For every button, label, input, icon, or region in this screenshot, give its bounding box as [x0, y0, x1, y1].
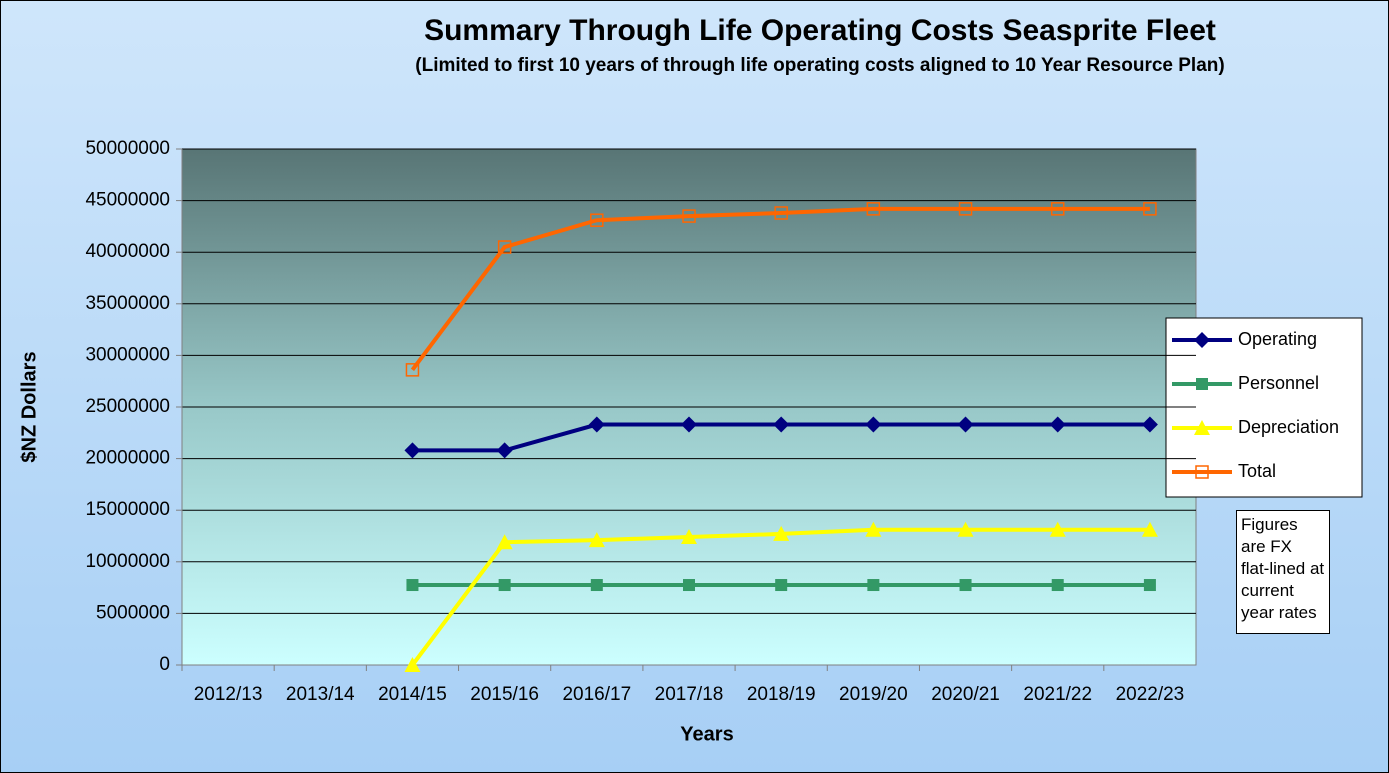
legend-label: Personnel: [1238, 373, 1319, 393]
legend-label: Operating: [1238, 329, 1317, 349]
y-tick-label: 25000000: [85, 396, 170, 417]
x-tick-label: 2021/22: [1023, 684, 1092, 705]
marker: [1049, 521, 1066, 537]
marker: [588, 416, 605, 433]
marker: [1143, 579, 1156, 592]
legend: [1165, 317, 1363, 498]
marker: [590, 213, 604, 227]
marker: [957, 416, 974, 433]
x-tick-label: 2015/16: [470, 684, 539, 705]
marker: [404, 442, 421, 459]
y-tick-label: 10000000: [85, 551, 170, 572]
chart-title: Summary Through Life Operating Costs Sea…: [424, 14, 1216, 47]
marker: [1194, 420, 1210, 435]
marker: [1196, 378, 1208, 390]
marker: [1141, 521, 1158, 537]
marker: [1195, 465, 1209, 479]
legend-label: Depreciation: [1238, 417, 1339, 437]
marker: [683, 579, 695, 592]
chart-subtitle: (Limited to first 10 years of through li…: [415, 55, 1225, 76]
marker: [498, 579, 511, 592]
x-tick-label: 2022/23: [1116, 684, 1185, 705]
y-tick-label: 45000000: [85, 190, 170, 211]
marker: [866, 202, 881, 216]
y-tick-label: 20000000: [85, 448, 170, 469]
marker: [865, 416, 882, 433]
x-tick-label: 2014/15: [378, 684, 447, 705]
marker: [405, 363, 420, 377]
series-line: [410, 206, 1150, 372]
marker: [774, 206, 788, 220]
marker: [406, 579, 419, 592]
marker: [773, 416, 790, 433]
marker: [1143, 202, 1157, 216]
marker: [1051, 579, 1064, 592]
y-tick-label: 15000000: [85, 499, 170, 520]
y-tick-label: 0: [159, 654, 170, 675]
x-tick-label: 2012/13: [194, 684, 263, 705]
marker: [867, 579, 880, 592]
marker: [681, 529, 697, 545]
y-axis-title: $NZ Dollars: [18, 351, 40, 462]
marker: [957, 521, 974, 537]
x-tick-label: 2013/14: [286, 684, 355, 705]
x-tick-label: 2016/17: [562, 684, 631, 705]
marker: [958, 202, 973, 216]
marker: [1141, 416, 1158, 433]
annotation: Figures are FX flat-lined at current yea…: [1236, 510, 1330, 634]
marker: [1050, 202, 1065, 216]
x-axis-title: Years: [680, 723, 733, 745]
marker: [682, 209, 696, 223]
y-tick-label: 50000000: [85, 138, 170, 159]
marker: [496, 534, 513, 550]
y-tick-label: 30000000: [85, 344, 170, 365]
y-tick-label: 5000000: [96, 602, 170, 623]
x-tick-label: 2020/21: [931, 684, 1000, 705]
marker: [404, 657, 421, 672]
marker: [959, 579, 972, 592]
marker: [1194, 332, 1210, 348]
marker: [590, 579, 603, 592]
marker: [775, 579, 788, 592]
marker: [865, 521, 882, 537]
marker: [681, 416, 697, 433]
x-tick-label: 2018/19: [747, 684, 816, 705]
legend-label: Total: [1238, 461, 1276, 481]
marker: [773, 525, 790, 541]
marker: [1049, 416, 1066, 433]
x-tick-label: 2017/18: [655, 684, 724, 705]
y-tick-label: 35000000: [85, 293, 170, 314]
marker: [496, 442, 513, 459]
marker: [588, 532, 605, 548]
x-tick-label: 2019/20: [839, 684, 908, 705]
marker: [497, 240, 512, 254]
y-tick-label: 40000000: [85, 241, 170, 262]
